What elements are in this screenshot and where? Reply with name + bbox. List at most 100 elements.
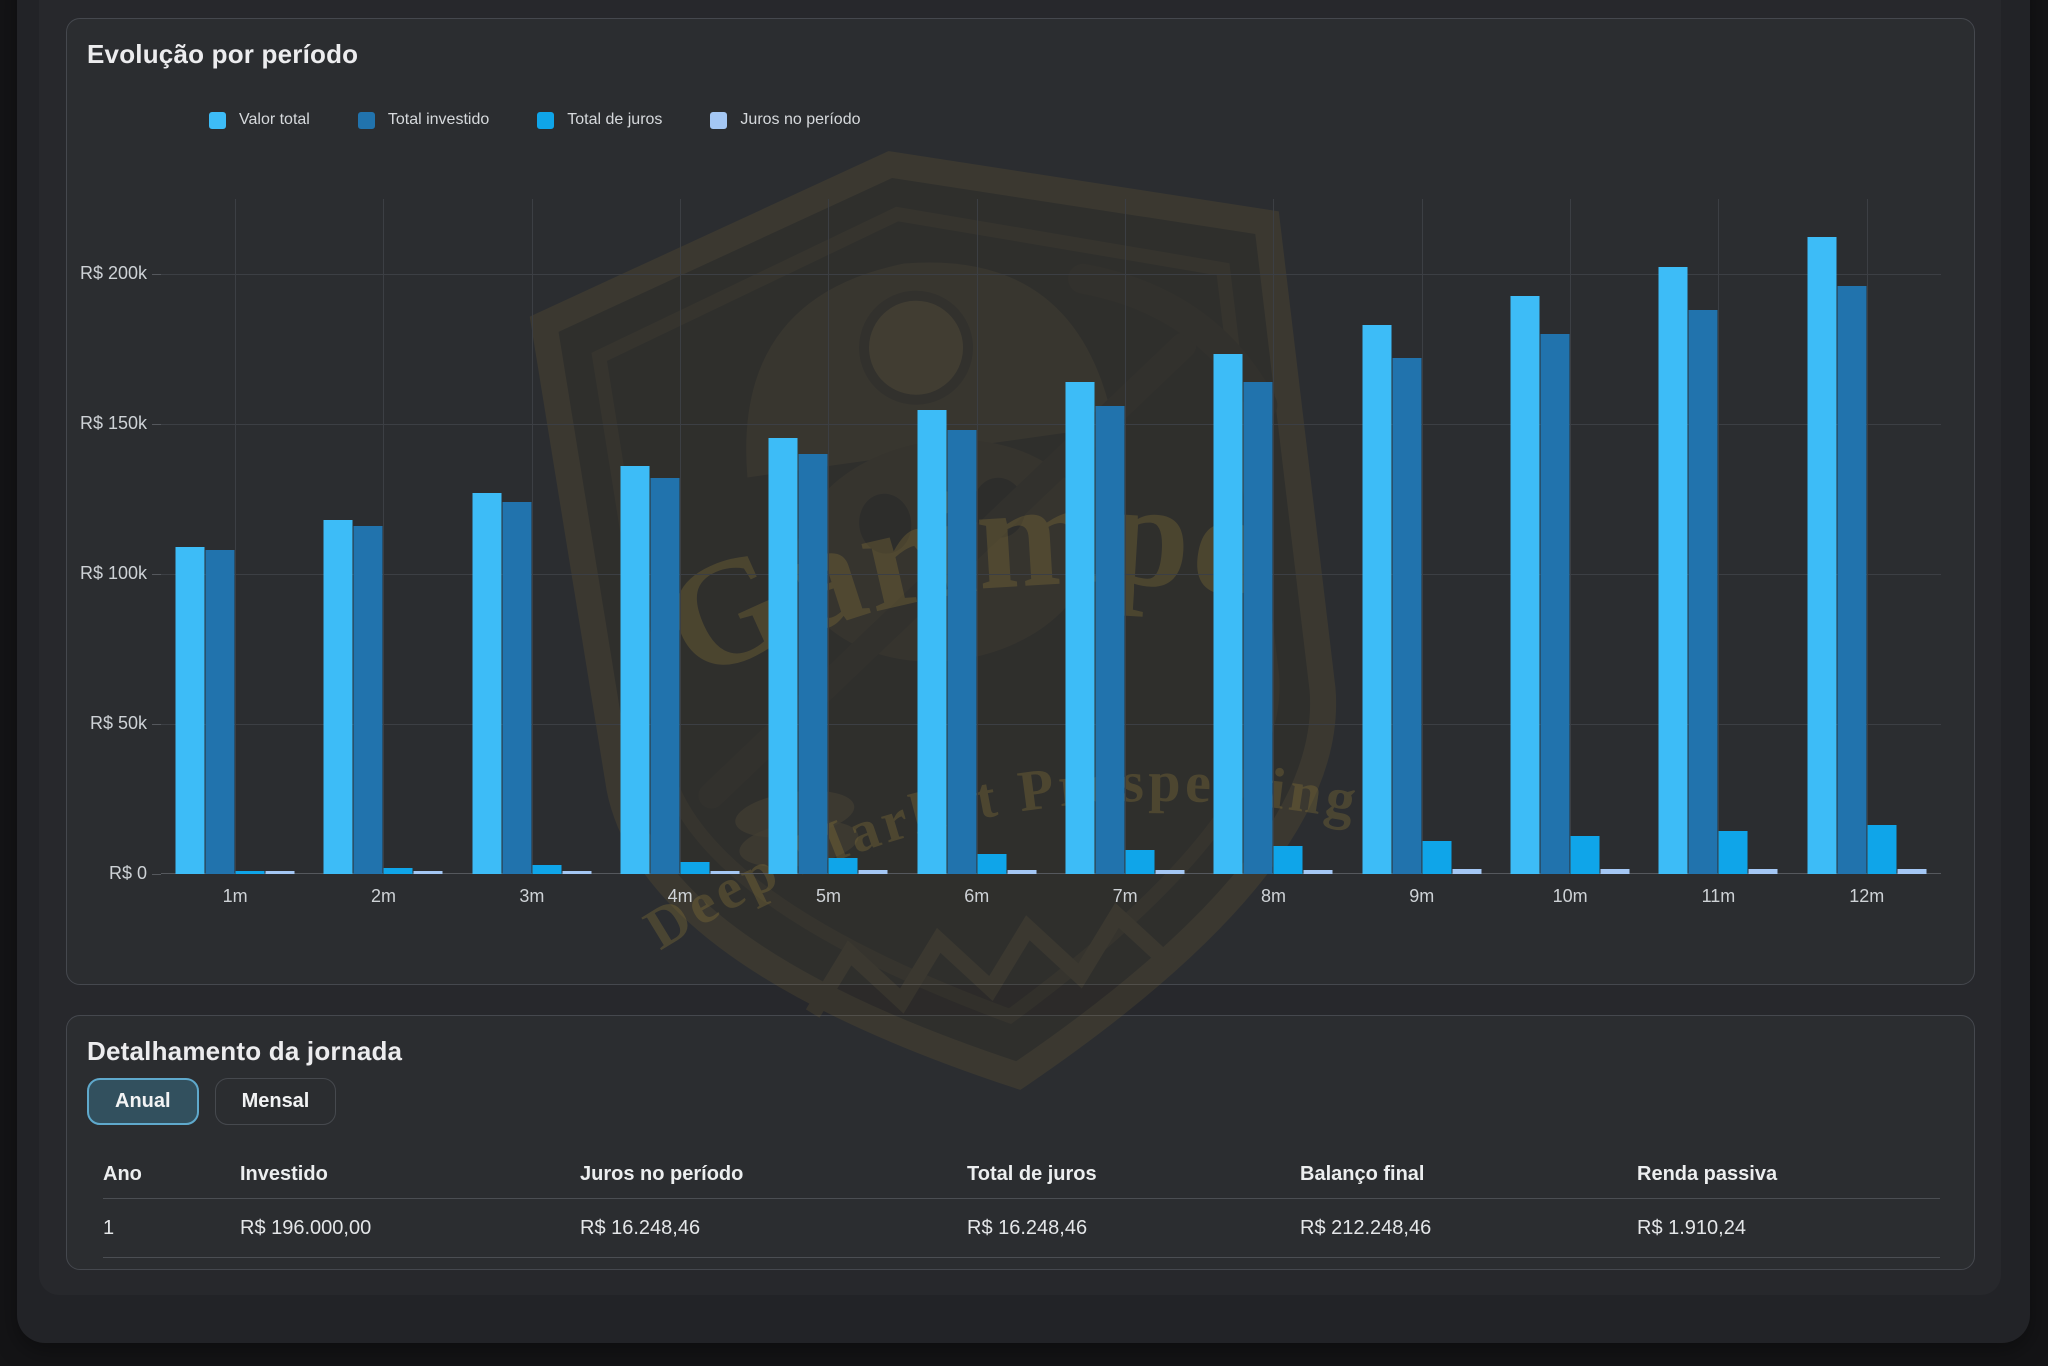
bar-total-de-juros-6m[interactable] [977,854,1007,874]
bar-cluster [1807,237,1927,874]
bar-juros-no-periodo-7m[interactable] [1155,869,1185,874]
x-axis-label: 8m [1260,886,1286,906]
bar-group-9m: 9m [1348,199,1496,906]
bar-total-de-juros-5m[interactable] [828,858,858,874]
y-tick [152,424,161,425]
bar-juros-no-periodo-5m[interactable] [858,870,888,874]
bar-total-investido-8m[interactable] [1243,382,1273,874]
bar-total-de-juros-7m[interactable] [1125,849,1155,874]
bar-valor-total-10m[interactable] [1510,295,1540,874]
bar-valor-total-2m[interactable] [323,520,353,874]
bar-valor-total-11m[interactable] [1658,266,1688,874]
legend-label: Total de juros [567,111,663,128]
y-axis-label: R$ 0 [108,863,147,883]
bar-group-11m: 11m [1644,199,1792,906]
v-gridline [1421,199,1423,874]
bar-valor-total-5m[interactable] [768,438,798,874]
bar-juros-no-periodo-11m[interactable] [1748,868,1778,874]
bar-total-investido-4m[interactable] [650,478,680,874]
bar-valor-total-4m[interactable] [620,465,650,874]
tab-mensal[interactable]: Mensal [214,1078,337,1125]
bar-valor-total-8m[interactable] [1213,353,1243,874]
bar-valor-total-12m[interactable] [1807,237,1837,874]
legend-label: Valor total [239,111,310,128]
cell-renda-passiva: R$ 1.910,24 [1637,1216,1746,1239]
bar-valor-total-3m[interactable] [472,493,502,874]
bar-total-investido-9m[interactable] [1392,358,1422,874]
table-row[interactable]: 1 R$ 196.000,00 R$ 16.248,46 R$ 16.248,4… [103,1198,1940,1258]
bar-juros-no-periodo-12m[interactable] [1897,868,1927,874]
x-axis-label: 10m [1552,886,1588,906]
bar-juros-no-periodo-8m[interactable] [1303,869,1333,874]
x-axis-label: 1m [222,886,248,906]
bar-juros-no-periodo-4m[interactable] [710,870,740,874]
bar-total-de-juros-10m[interactable] [1570,835,1600,874]
chart-title: Evolução por período [87,39,359,69]
v-gridline [976,199,978,874]
bar-cluster [1213,353,1333,874]
bar-group-1m: 1m [161,199,309,906]
v-gridline [1718,199,1720,874]
legend-item-2[interactable]: Total de juros [537,111,662,129]
x-axis-label: 3m [519,886,545,906]
journey-table: Ano Investido Juros no período Total de … [103,1150,1940,1258]
bar-juros-no-periodo-3m[interactable] [562,870,592,874]
y-tick [152,274,161,275]
cell-total-juros: R$ 16.248,46 [967,1216,1088,1239]
bar-total-investido-7m[interactable] [1095,406,1125,874]
bar-juros-no-periodo-9m[interactable] [1452,869,1482,874]
y-axis-label: R$ 150k [79,413,147,433]
bar-valor-total-1m[interactable] [175,547,205,874]
h-gridline [161,724,1941,725]
y-axis-label: R$ 200k [79,263,147,283]
tab-anual[interactable]: Anual [87,1078,199,1125]
bar-total-de-juros-4m[interactable] [680,861,710,874]
col-ano: Ano [103,1162,142,1185]
bar-total-investido-6m[interactable] [947,430,977,874]
bar-total-de-juros-11m[interactable] [1718,830,1748,874]
bar-total-investido-2m[interactable] [353,526,383,874]
bar-valor-total-7m[interactable] [1065,381,1095,874]
y-axis-label: R$ 100k [79,563,147,583]
bar-total-investido-1m[interactable] [205,550,235,874]
v-gridline [680,199,682,874]
bar-total-de-juros-3m[interactable] [532,865,562,874]
bar-total-investido-5m[interactable] [798,454,828,874]
bar-juros-no-periodo-10m[interactable] [1600,869,1630,874]
col-total-juros: Total de juros [967,1162,1097,1185]
x-axis-label: 12m [1849,886,1885,906]
legend-item-1[interactable]: Total investido [357,111,489,129]
bar-cluster [175,547,295,874]
cell-balanco-final: R$ 212.248,46 [1300,1216,1432,1239]
v-gridline [828,199,830,874]
x-axis-label: 7m [1112,886,1138,906]
legend-swatch-icon [537,111,555,129]
legend-swatch-icon [710,111,728,129]
bar-juros-no-periodo-1m[interactable] [265,871,295,874]
x-axis-label: 6m [964,886,990,906]
bar-total-de-juros-12m[interactable] [1867,825,1897,874]
bar-total-de-juros-8m[interactable] [1273,845,1303,874]
v-gridline [383,199,385,874]
v-gridline [1273,199,1275,874]
bar-valor-total-9m[interactable] [1362,324,1392,874]
legend-item-0[interactable]: Valor total [209,111,310,129]
bar-total-de-juros-1m[interactable] [235,871,265,874]
bar-cluster [1362,324,1482,874]
bar-cluster [620,465,740,874]
y-tick [152,724,161,725]
bar-juros-no-periodo-2m[interactable] [413,871,443,874]
legend-item-3[interactable]: Juros no período [710,111,861,129]
bar-cluster [917,410,1037,874]
bar-total-investido-12m[interactable] [1837,286,1867,874]
bar-total-investido-10m[interactable] [1540,334,1570,874]
bar-total-investido-3m[interactable] [502,502,532,874]
bar-group-6m: 6m [903,199,1051,906]
bar-total-investido-11m[interactable] [1688,310,1718,874]
bar-total-de-juros-9m[interactable] [1422,840,1452,874]
bar-juros-no-periodo-6m[interactable] [1007,870,1037,874]
v-gridline [235,199,237,874]
col-balanco-final: Balanço final [1300,1162,1425,1185]
bar-valor-total-6m[interactable] [917,410,947,874]
bar-total-de-juros-2m[interactable] [383,868,413,874]
